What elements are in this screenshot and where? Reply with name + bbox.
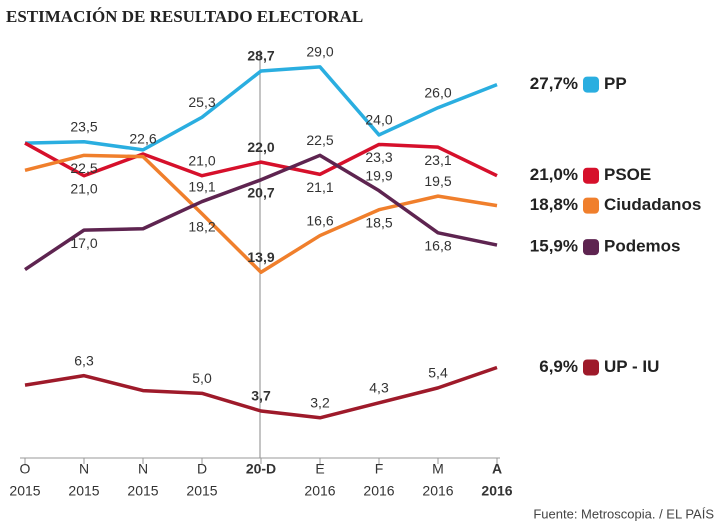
x-tick-label: A	[492, 461, 502, 477]
series-line	[24, 365, 498, 420]
x-tick-label: O	[20, 461, 31, 477]
series-line	[24, 153, 498, 275]
value-label: 4,3	[369, 380, 389, 396]
value-label: 3,2	[310, 395, 330, 411]
x-tick-label: M	[432, 461, 444, 477]
series-line	[24, 65, 498, 152]
legend-name: PP	[604, 74, 627, 93]
chart-title: ESTIMACIÓN DE RESULTADO ELECTORAL	[6, 7, 363, 26]
value-label: 5,4	[428, 365, 448, 381]
x-tick-label: 2015	[186, 483, 217, 499]
x-tick-label: 2016	[363, 483, 394, 499]
x-tick-label: 2016	[481, 483, 512, 499]
legend-icon	[583, 167, 599, 184]
series-line	[24, 153, 498, 272]
legend-name: PSOE	[604, 165, 651, 184]
value-label: 21,0	[70, 180, 97, 196]
value-label: 16,6	[306, 212, 333, 228]
x-tick-label: N	[79, 461, 89, 477]
x-tick-label: E	[315, 461, 324, 477]
value-label: 22,0	[247, 139, 274, 155]
x-tick-label: 20-D	[246, 461, 276, 477]
series-line	[24, 141, 498, 178]
value-label: 29,0	[306, 44, 333, 60]
legend-name: Ciudadanos	[604, 195, 701, 214]
x-tick-label: 2016	[304, 483, 335, 499]
value-label: 18,2	[188, 219, 215, 235]
x-tick-label: 2015	[127, 483, 158, 499]
value-label: 17,0	[70, 235, 97, 251]
end-value: 18,8%	[530, 195, 578, 214]
legend-icon	[583, 239, 599, 256]
legend-name: Podemos	[604, 237, 681, 256]
value-label: 19,1	[188, 178, 215, 194]
end-value: 27,7%	[530, 74, 578, 93]
value-label: 21,1	[306, 179, 333, 195]
value-label: 20,7	[247, 185, 274, 201]
value-label: 5,0	[192, 370, 212, 386]
end-value: 21,0%	[530, 165, 578, 184]
x-tick-label: 2015	[9, 483, 40, 499]
value-label: 16,8	[424, 238, 451, 254]
value-label: 21,0	[188, 152, 215, 168]
value-label: 22,5	[306, 132, 333, 148]
value-label: 23,1	[424, 152, 451, 168]
x-tick-label: 2015	[68, 483, 99, 499]
value-label: 6,3	[74, 352, 94, 368]
value-label: 23,5	[70, 118, 97, 134]
legend-icon	[583, 76, 599, 93]
x-tick-label: 2016	[422, 483, 453, 499]
value-label: 13,9	[247, 249, 274, 265]
value-label: 25,3	[188, 94, 215, 110]
value-label: 19,9	[365, 167, 392, 183]
legend-icon	[583, 359, 599, 376]
source: Fuente: Metroscopia. / EL PAÍS	[533, 506, 714, 521]
value-label: 23,3	[365, 149, 392, 165]
value-label: 22,5	[70, 160, 97, 176]
x-tick-label: F	[375, 461, 384, 477]
value-label: 24,0	[365, 112, 392, 128]
x-tick-label: N	[138, 461, 148, 477]
value-label: 3,7	[251, 388, 271, 404]
end-value: 15,9%	[530, 237, 578, 256]
value-label: 22,6	[129, 131, 156, 147]
value-label: 19,5	[424, 173, 451, 189]
legend-name: UP - IU	[604, 357, 659, 376]
x-tick-label: D	[197, 461, 207, 477]
value-label: 28,7	[247, 48, 274, 64]
end-value: 6,9%	[539, 357, 578, 376]
value-label: 18,5	[365, 214, 392, 230]
legend-icon	[583, 197, 599, 214]
value-label: 26,0	[424, 84, 451, 100]
